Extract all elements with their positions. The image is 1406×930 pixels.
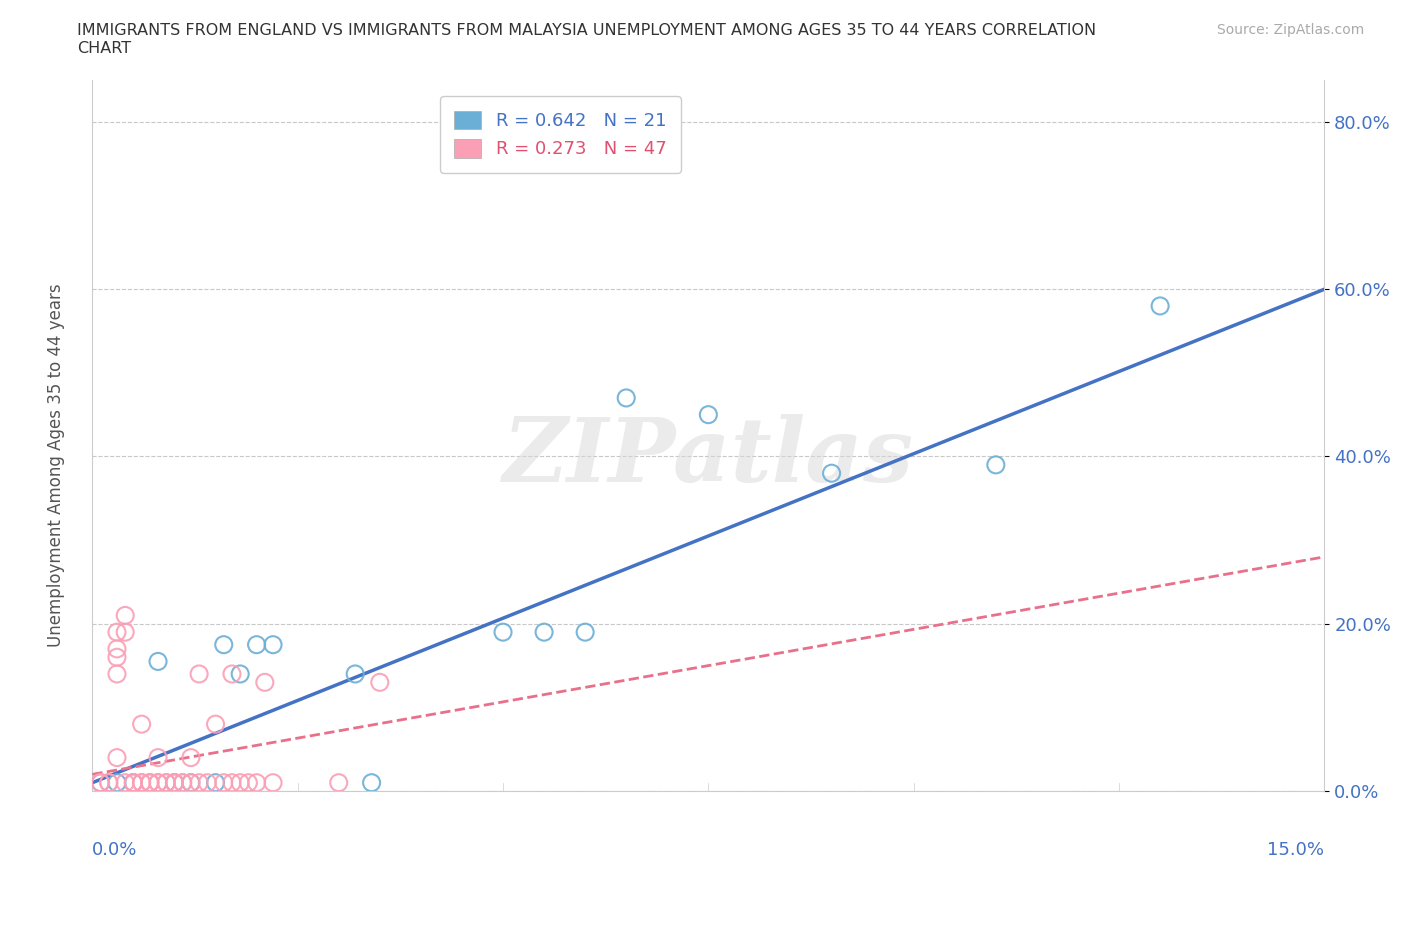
Point: [139, 776, 162, 790]
Point: [262, 776, 284, 790]
Point: [221, 776, 243, 790]
Point: [163, 776, 186, 790]
Point: [195, 776, 218, 790]
Point: [139, 776, 162, 790]
Point: [97, 776, 120, 790]
Point: [122, 776, 145, 790]
Point: [574, 625, 596, 640]
Point: [114, 608, 136, 623]
Text: IMMIGRANTS FROM ENGLAND VS IMMIGRANTS FROM MALAYSIA UNEMPLOYMENT AMONG AGES 35 T: IMMIGRANTS FROM ENGLAND VS IMMIGRANTS FR…: [77, 23, 1097, 56]
Point: [229, 667, 252, 682]
Point: [155, 776, 177, 790]
Point: [105, 650, 128, 665]
Point: [328, 776, 350, 790]
Point: [221, 667, 243, 682]
Point: [180, 776, 202, 790]
Legend: R = 0.642   N = 21, R = 0.273   N = 47: R = 0.642 N = 21, R = 0.273 N = 47: [440, 96, 681, 173]
Point: [105, 776, 128, 790]
Point: [697, 407, 720, 422]
Point: [90, 776, 112, 790]
Point: [163, 776, 186, 790]
Point: [146, 654, 169, 669]
Point: [204, 717, 226, 732]
Point: [253, 675, 276, 690]
Point: [180, 751, 202, 765]
Point: [114, 625, 136, 640]
Text: Unemployment Among Ages 35 to 44 years: Unemployment Among Ages 35 to 44 years: [48, 284, 65, 646]
Point: [262, 637, 284, 652]
Point: [172, 776, 194, 790]
Point: [984, 458, 1007, 472]
Point: [172, 776, 194, 790]
Point: [105, 667, 128, 682]
Point: [122, 776, 145, 790]
Point: [492, 625, 515, 640]
Point: [820, 466, 842, 481]
Point: [122, 776, 145, 790]
Text: 15.0%: 15.0%: [1267, 841, 1324, 858]
Point: [212, 776, 235, 790]
Point: [105, 642, 128, 657]
Point: [105, 751, 128, 765]
Point: [246, 637, 269, 652]
Text: 0.0%: 0.0%: [93, 841, 138, 858]
Point: [139, 776, 162, 790]
Point: [614, 391, 637, 405]
Point: [344, 667, 367, 682]
Text: ZIPatlas: ZIPatlas: [503, 414, 914, 500]
Point: [90, 776, 112, 790]
Point: [114, 776, 136, 790]
Point: [163, 776, 186, 790]
Point: [212, 637, 235, 652]
Point: [360, 776, 382, 790]
Point: [246, 776, 269, 790]
Point: [1149, 299, 1171, 313]
Point: [131, 776, 153, 790]
Point: [163, 776, 186, 790]
Point: [131, 717, 153, 732]
Point: [90, 776, 112, 790]
Point: [368, 675, 391, 690]
Point: [188, 776, 211, 790]
Point: [238, 776, 260, 790]
Point: [146, 751, 169, 765]
Point: [229, 776, 252, 790]
Point: [122, 776, 145, 790]
Point: [146, 776, 169, 790]
Point: [155, 776, 177, 790]
Point: [105, 625, 128, 640]
Point: [146, 776, 169, 790]
Point: [131, 776, 153, 790]
Point: [97, 776, 120, 790]
Point: [204, 776, 226, 790]
Text: Source: ZipAtlas.com: Source: ZipAtlas.com: [1216, 23, 1364, 37]
Point: [180, 776, 202, 790]
Point: [533, 625, 555, 640]
Point: [188, 667, 211, 682]
